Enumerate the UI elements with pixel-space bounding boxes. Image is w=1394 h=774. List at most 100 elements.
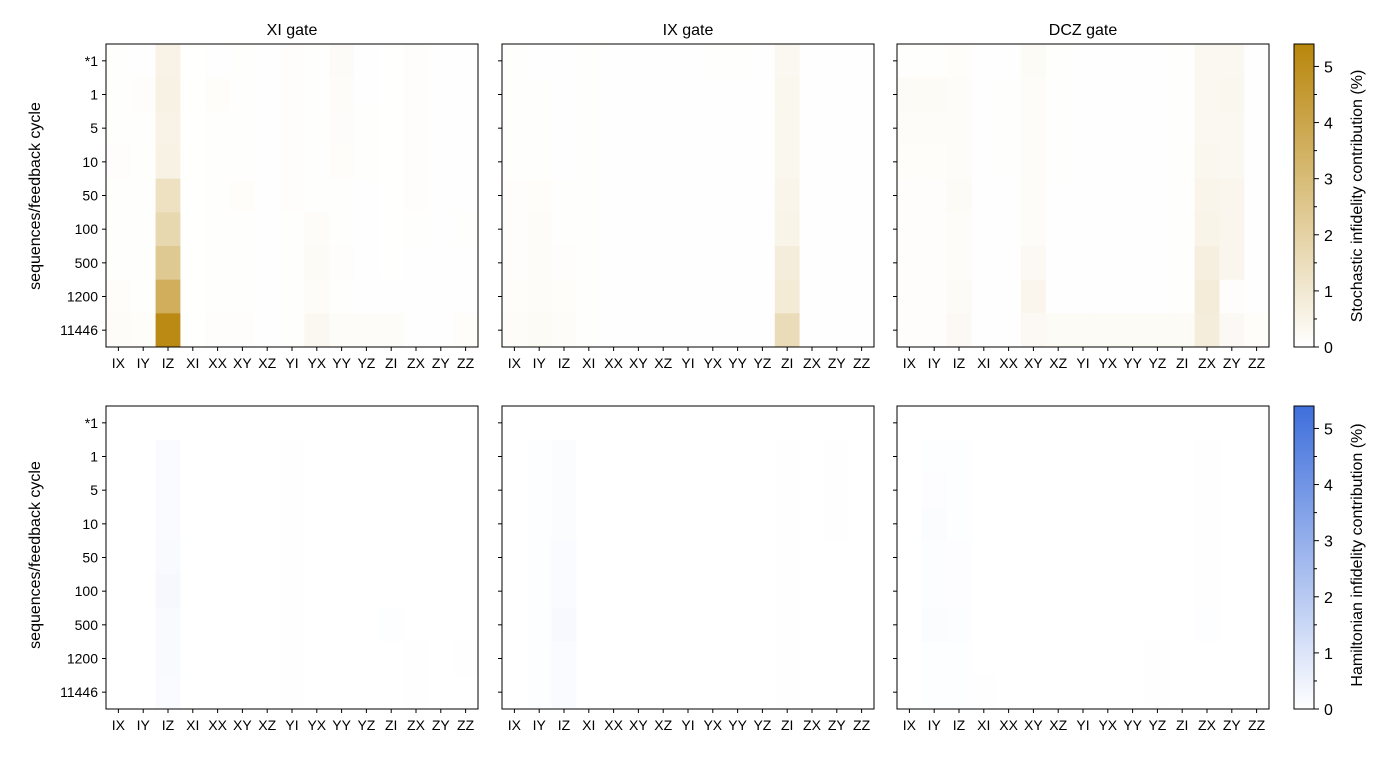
heatmap-cell — [230, 540, 256, 575]
heatmap-cell — [1219, 212, 1245, 247]
heatmap-cell — [921, 473, 947, 508]
heatmap-cell — [750, 178, 776, 213]
heatmap-cell — [502, 212, 528, 247]
heatmap-cell — [254, 540, 280, 575]
heatmap-cell — [1070, 77, 1096, 112]
heatmap-cell — [750, 246, 776, 281]
heatmap-cell — [626, 473, 652, 508]
x-tick-label: XI — [186, 355, 199, 371]
heatmap-cell — [897, 77, 923, 112]
heatmap-cell — [1070, 507, 1096, 542]
heatmap-cell — [601, 608, 627, 643]
heatmap-cell — [254, 178, 280, 213]
heatmap-cell — [1070, 44, 1096, 79]
heatmap-cell — [1194, 507, 1220, 542]
heatmap-cell — [626, 44, 652, 79]
heatmap-cell — [700, 212, 726, 247]
heatmap-cell — [1169, 178, 1195, 213]
heatmap-cell — [205, 44, 231, 79]
heatmap-cell — [428, 675, 454, 710]
x-tick-label: ZI — [1176, 717, 1188, 733]
heatmap-cell — [354, 111, 380, 146]
heatmap-cell — [329, 145, 355, 180]
heatmap-cell — [1194, 608, 1220, 643]
heatmap-cell — [1070, 675, 1096, 710]
heatmap-cell — [354, 507, 380, 542]
heatmap-cell — [996, 178, 1022, 213]
heatmap-cell — [403, 507, 429, 542]
heatmap-cell — [750, 77, 776, 112]
heatmap-cell — [1070, 212, 1096, 247]
heatmap-cell — [725, 439, 751, 474]
heatmap-cell — [254, 641, 280, 676]
heatmap-cell — [329, 212, 355, 247]
heatmap-cell — [1095, 540, 1121, 575]
heatmap-cell — [551, 473, 577, 508]
heatmap-cell — [130, 675, 156, 710]
x-tick-label: IY — [533, 355, 547, 371]
heatmap-cell — [279, 279, 305, 314]
heatmap-cell — [1021, 212, 1047, 247]
heatmap-cell — [453, 246, 479, 281]
heatmap-cell — [230, 178, 256, 213]
heatmap-cell — [304, 77, 330, 112]
heatmap-cell — [254, 507, 280, 542]
heatmap-cell — [329, 111, 355, 146]
heatmap-cell — [230, 313, 256, 348]
heatmap-cell — [650, 608, 676, 643]
heatmap-cell — [354, 473, 380, 508]
heatmap-cell — [946, 212, 972, 247]
heatmap-cell — [921, 439, 947, 474]
heatmap-cell — [551, 145, 577, 180]
cbar-tick-label: 5 — [1324, 421, 1333, 438]
heatmap-cell — [675, 406, 701, 441]
heatmap-cell — [1219, 608, 1245, 643]
colorbar-hamiltonian-fill — [1293, 405, 1315, 710]
y-tick-label: 5 — [90, 120, 98, 136]
heatmap-cell — [1120, 246, 1146, 281]
x-tick-label: ZZ — [457, 717, 475, 733]
panel-3: DCZ gate IX IY IZ XI XX XY XZ YI YX YY YZ ZI ZX ZY ZZ — [893, 22, 1270, 371]
heatmap-cell — [1045, 145, 1071, 180]
heatmap-cell — [576, 574, 602, 609]
x-tick-label: ZX — [1198, 717, 1217, 733]
heatmap-cell — [354, 675, 380, 710]
heatmap-cell — [1021, 540, 1047, 575]
heatmap-cell — [502, 675, 528, 710]
heatmap-cell — [378, 212, 404, 247]
heatmap-cell — [824, 574, 850, 609]
heatmap-cell — [1070, 246, 1096, 281]
heatmap-cell — [106, 77, 132, 112]
heatmap-cell — [279, 574, 305, 609]
heatmap-cell — [1070, 574, 1096, 609]
heatmap-cell — [1070, 178, 1096, 213]
heatmap-cell — [329, 44, 355, 79]
x-tick-label: XY — [629, 717, 648, 733]
heatmap-cell — [1045, 178, 1071, 213]
heatmap-cell — [403, 574, 429, 609]
heatmap-cell — [1244, 178, 1270, 213]
heatmap-cell — [1169, 44, 1195, 79]
heatmap-cell — [1169, 145, 1195, 180]
heatmap-cell — [921, 574, 947, 609]
heatmap-cell — [1120, 279, 1146, 314]
heatmap-cell — [254, 574, 280, 609]
heatmap-cell — [180, 111, 206, 146]
heatmap-cell — [1045, 279, 1071, 314]
heatmap-cell — [1120, 77, 1146, 112]
x-tick-label: XI — [977, 355, 990, 371]
heatmap-cell — [428, 77, 454, 112]
heatmap-cell — [700, 178, 726, 213]
heatmap-cell — [155, 439, 181, 474]
heatmap-cell — [155, 313, 181, 348]
heatmap-cell — [1095, 212, 1121, 247]
heatmap-cell — [502, 473, 528, 508]
heatmap-cell — [971, 77, 997, 112]
heatmap-cell — [526, 406, 552, 441]
heatmap-cell — [675, 77, 701, 112]
heatmap-cell — [180, 279, 206, 314]
heatmap-cell — [551, 313, 577, 348]
heatmap-cell — [996, 44, 1022, 79]
heatmap-cell — [526, 246, 552, 281]
heatmap-cell — [601, 406, 627, 441]
